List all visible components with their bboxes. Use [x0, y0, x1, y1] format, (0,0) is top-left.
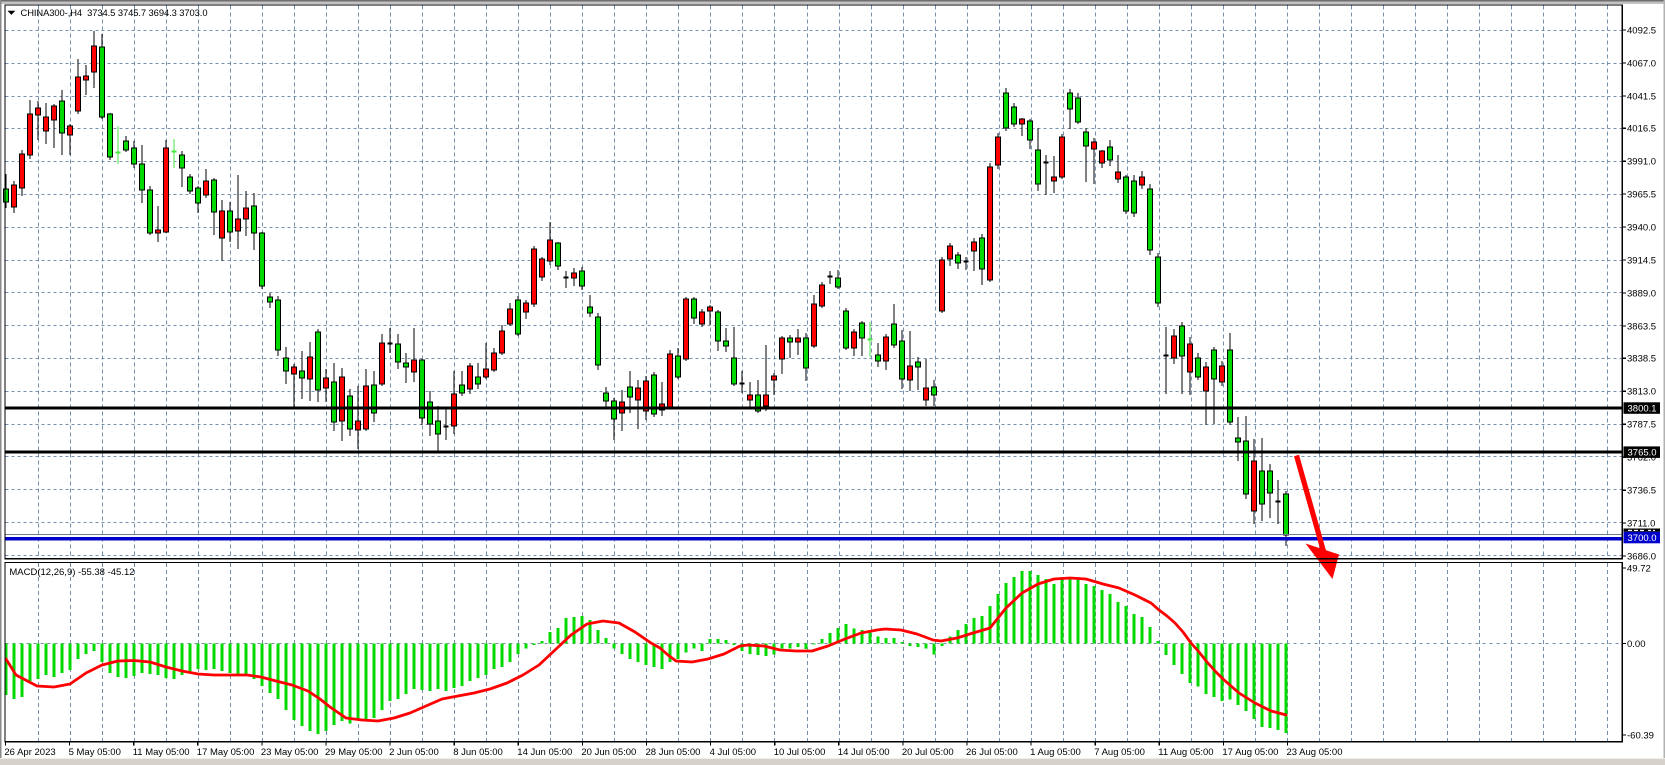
svg-text:3863.5: 3863.5: [1627, 321, 1656, 332]
svg-text:2 Jun 05:00: 2 Jun 05:00: [389, 747, 439, 758]
svg-text:3914.5: 3914.5: [1627, 256, 1656, 267]
svg-text:14 Jun 05:00: 14 Jun 05:00: [517, 747, 572, 758]
svg-text:4092.5: 4092.5: [1627, 25, 1656, 36]
svg-text:23 May 05:00: 23 May 05:00: [261, 747, 319, 758]
svg-text:3686.0: 3686.0: [1627, 552, 1656, 563]
svg-text:3765.0: 3765.0: [1628, 447, 1657, 458]
svg-text:20 Jul 05:00: 20 Jul 05:00: [902, 747, 954, 758]
svg-text:17 Aug 05:00: 17 Aug 05:00: [1222, 747, 1278, 758]
svg-text:3736.5: 3736.5: [1627, 486, 1656, 497]
svg-text:3711.0: 3711.0: [1627, 519, 1655, 530]
svg-text:29 May 05:00: 29 May 05:00: [325, 747, 383, 758]
svg-text:3838.5: 3838.5: [1627, 354, 1656, 365]
svg-text:3762.0: 3762.0: [1627, 453, 1656, 464]
svg-text:26 Jul 05:00: 26 Jul 05:00: [966, 747, 1018, 758]
svg-text:3800.1: 3800.1: [1628, 403, 1657, 414]
svg-text:8 Jun 05:00: 8 Jun 05:00: [453, 747, 503, 758]
svg-text:28 Jun 05:00: 28 Jun 05:00: [646, 747, 701, 758]
svg-text:26 Apr 2023: 26 Apr 2023: [4, 747, 55, 758]
svg-text:3940.0: 3940.0: [1627, 223, 1656, 234]
svg-text:10 Jul 05:00: 10 Jul 05:00: [774, 747, 826, 758]
svg-text:3991.0: 3991.0: [1627, 157, 1656, 168]
svg-text:3700.0: 3700.0: [1628, 533, 1657, 544]
svg-text:CHINA300-,H4 3734.5 3745.7 36: CHINA300-,H4 3734.5 3745.7 3694.3 3703.0: [21, 7, 208, 18]
svg-text:3787.5: 3787.5: [1627, 420, 1656, 431]
svg-text:20 Jun 05:00: 20 Jun 05:00: [581, 747, 636, 758]
svg-text:4 Jul 05:00: 4 Jul 05:00: [710, 747, 756, 758]
svg-text:-60.39: -60.39: [1627, 730, 1654, 741]
svg-text:14 Jul 05:00: 14 Jul 05:00: [838, 747, 890, 758]
svg-text:11 May 05:00: 11 May 05:00: [133, 747, 190, 758]
svg-text:49.72: 49.72: [1627, 563, 1651, 574]
svg-text:3965.5: 3965.5: [1627, 190, 1656, 201]
svg-text:4067.0: 4067.0: [1627, 58, 1656, 69]
svg-text:11 Aug 05:00: 11 Aug 05:00: [1158, 747, 1213, 758]
svg-text:7 Aug 05:00: 7 Aug 05:00: [1094, 747, 1145, 758]
svg-text:3889.0: 3889.0: [1627, 288, 1656, 299]
svg-text:4016.5: 4016.5: [1627, 124, 1656, 135]
svg-text:1 Aug 05:00: 1 Aug 05:00: [1030, 747, 1081, 758]
svg-text:5 May 05:00: 5 May 05:00: [69, 747, 121, 758]
svg-text:3813.0: 3813.0: [1627, 387, 1656, 398]
svg-text:23 Aug 05:00: 23 Aug 05:00: [1287, 747, 1343, 758]
svg-text:4041.5: 4041.5: [1627, 91, 1656, 102]
svg-text:0.00: 0.00: [1627, 639, 1646, 650]
svg-text:17 May 05:00: 17 May 05:00: [197, 747, 255, 758]
svg-text:MACD(12,26,9) -55.38 -45.12: MACD(12,26,9) -55.38 -45.12: [9, 567, 134, 578]
